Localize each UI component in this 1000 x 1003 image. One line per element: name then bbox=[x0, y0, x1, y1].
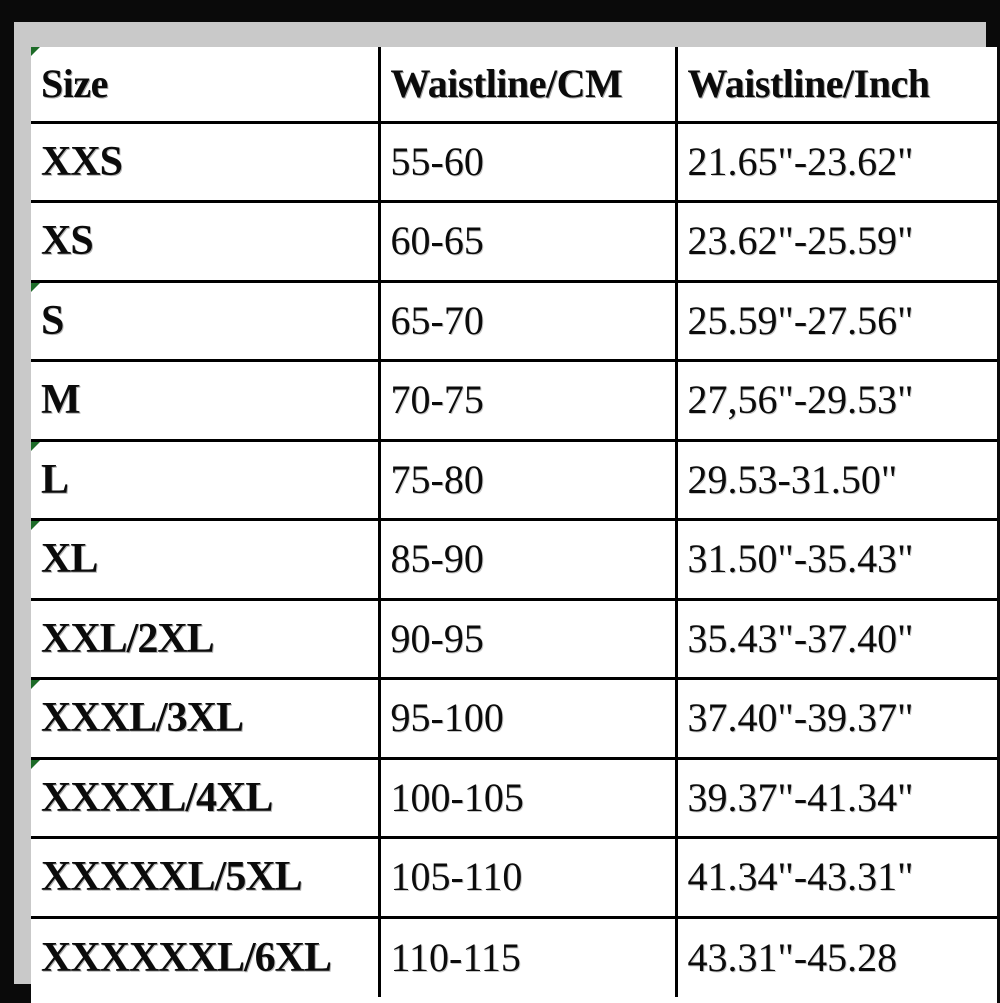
cell-waistline-cm: 95-100 bbox=[379, 678, 678, 760]
table-row: XXS 55-60 21.65"-23.62" bbox=[31, 122, 997, 203]
size-chart-table: Size Waistline/CM Waistline/Inch XXS 55-… bbox=[31, 47, 997, 997]
cell-waistline-inch: 39.37"-41.34" bbox=[676, 758, 997, 839]
cell-waistline-inch: 41.34"-43.31" bbox=[676, 837, 997, 919]
cell-waistline-cm: 55-60 bbox=[379, 122, 678, 203]
column-header-waistline-inch: Waistline/Inch bbox=[676, 47, 997, 124]
cell-size: XXXXXL/5XL bbox=[31, 837, 381, 919]
table-row: XS 60-65 23.62"-25.59" bbox=[31, 201, 997, 283]
cell-size: XXXXL/4XL bbox=[31, 758, 381, 839]
table-row: XXXXXXL/6XL 110-115 43.31"-45.28 bbox=[31, 917, 997, 997]
cell-waistline-inch: 35.43"-37.40" bbox=[676, 599, 997, 680]
cell-waistline-cm: 65-70 bbox=[379, 281, 678, 362]
table-header: Size Waistline/CM Waistline/Inch bbox=[31, 47, 997, 124]
cell-size: XS bbox=[31, 201, 381, 283]
frame-inner-bevel: Size Waistline/CM Waistline/Inch XXS 55-… bbox=[14, 22, 997, 1003]
cell-waistline-cm: 100-105 bbox=[379, 758, 678, 839]
cell-waistline-cm: 105-110 bbox=[379, 837, 678, 919]
cell-waistline-inch: 31.50"-35.43" bbox=[676, 519, 997, 601]
cell-waistline-cm: 60-65 bbox=[379, 201, 678, 283]
cell-waistline-cm: 75-80 bbox=[379, 440, 678, 521]
table-row: XXL/2XL 90-95 35.43"-37.40" bbox=[31, 599, 997, 680]
table-row: L 75-80 29.53-31.50" bbox=[31, 440, 997, 521]
table-row: XXXXL/4XL 100-105 39.37"-41.34" bbox=[31, 758, 997, 839]
table-row: S 65-70 25.59"-27.56" bbox=[31, 281, 997, 362]
cell-waistline-inch: 23.62"-25.59" bbox=[676, 201, 997, 283]
cell-waistline-inch: 21.65"-23.62" bbox=[676, 122, 997, 203]
table-row: XL 85-90 31.50"-35.43" bbox=[31, 519, 997, 601]
cell-waistline-inch: 29.53-31.50" bbox=[676, 440, 997, 521]
cell-waistline-inch: 27,56"-29.53" bbox=[676, 360, 997, 442]
cell-size: XXXXXXL/6XL bbox=[31, 917, 381, 997]
table-row: XXXXXL/5XL 105-110 41.34"-43.31" bbox=[31, 837, 997, 919]
table-row: M 70-75 27,56"-29.53" bbox=[31, 360, 997, 442]
cell-waistline-cm: 90-95 bbox=[379, 599, 678, 680]
cell-size: XL bbox=[31, 519, 381, 601]
cell-waistline-cm: 85-90 bbox=[379, 519, 678, 601]
cell-waistline-inch: 25.59"-27.56" bbox=[676, 281, 997, 362]
cell-size: M bbox=[31, 360, 381, 442]
cell-waistline-cm: 110-115 bbox=[379, 917, 678, 997]
cell-size: S bbox=[31, 281, 381, 362]
cell-size: XXXL/3XL bbox=[31, 678, 381, 760]
table-body: XXS 55-60 21.65"-23.62" XS 60-65 23.62"-… bbox=[31, 122, 997, 997]
table-row: XXXL/3XL 95-100 37.40"-39.37" bbox=[31, 678, 997, 760]
cell-waistline-cm: 70-75 bbox=[379, 360, 678, 442]
column-header-waistline-cm: Waistline/CM bbox=[379, 47, 678, 124]
cell-waistline-inch: 43.31"-45.28 bbox=[687, 934, 898, 980]
cell-waistline-inch: 37.40"-39.37" bbox=[676, 678, 997, 760]
header-row: Size Waistline/CM Waistline/Inch bbox=[31, 47, 997, 124]
cell-size: L bbox=[31, 440, 381, 521]
column-header-size: Size bbox=[31, 47, 381, 124]
cell-size: XXS bbox=[31, 122, 381, 203]
cell-size: XXL/2XL bbox=[31, 599, 381, 680]
size-chart-sheet: Size Waistline/CM Waistline/Inch XXS 55-… bbox=[31, 47, 997, 1003]
